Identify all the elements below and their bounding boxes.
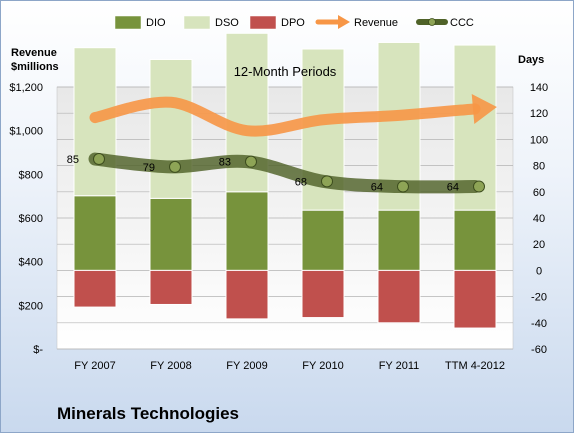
right-axis-tick-label: 40 [533, 213, 545, 225]
bar-dpo [453, 269, 497, 329]
chart-title: 12-Month Periods [234, 64, 337, 79]
axes: $- $200 $400 $600 $800 $1,000 $1,200 -60 -40 -20 0… [9, 82, 548, 372]
left-axis-tick-label: $600 [19, 213, 43, 225]
bar-dio [149, 197, 193, 271]
legend-swatch-dso [183, 15, 211, 30]
right-axis-tick-label: -60 [531, 344, 547, 356]
right-axis-tick-label: 60 [533, 187, 545, 199]
left-axis-tick-label: $1,000 [9, 126, 43, 138]
x-axis-tick-label: TTM 4-2012 [445, 360, 505, 372]
right-axis-tick-label: 140 [530, 82, 548, 94]
legend-ccc-marker [428, 18, 436, 26]
ccc-marker [169, 160, 181, 173]
left-axis-tick-label: $400 [19, 257, 43, 269]
legend-label-ccc: CCC [450, 17, 474, 29]
ccc-marker [397, 180, 409, 193]
right-axis-tick-label: 0 [536, 265, 542, 277]
x-axis-tick-label: FY 2007 [74, 360, 115, 372]
company-name: Minerals Technologies [57, 404, 240, 423]
bar-dio [301, 209, 345, 271]
bar-dpo [225, 269, 269, 320]
revenue-arrowhead [471, 94, 497, 124]
ccc-data-label: 68 [295, 176, 307, 188]
bar-dpo [301, 269, 345, 319]
legend-swatch-dio [114, 15, 142, 30]
ccc-line: 85 79 83 68 64 64 [67, 152, 485, 194]
ccc-marker [245, 155, 257, 168]
ccc-marker [473, 180, 485, 193]
ccc-data-label: 79 [143, 162, 155, 174]
left-axis-tick-label: $200 [19, 300, 43, 312]
legend-label-revenue: Revenue [354, 17, 398, 29]
bar-dio [453, 209, 497, 271]
bar-dio [225, 191, 269, 271]
right-axis-tick-label: -40 [531, 318, 547, 330]
left-axis-tick-label: $- [33, 344, 43, 356]
left-axis-label-line2: $millions [11, 61, 59, 73]
revenue-line [89, 96, 481, 137]
ccc-marker [321, 175, 333, 188]
bar-dpo [149, 269, 193, 305]
revenue-arrow [89, 94, 497, 137]
x-axis-tick-label: FY 2011 [379, 360, 420, 372]
x-axis-tick-label: FY 2008 [150, 360, 191, 372]
bars [73, 32, 497, 329]
ccc-data-label: 64 [371, 182, 383, 194]
legend-arrow-head [338, 15, 350, 29]
right-axis-tick-label: 100 [530, 134, 548, 146]
legend-label-dio: DIO [146, 17, 166, 29]
right-axis-tick-label: 20 [533, 239, 545, 251]
bar-dpo [377, 269, 421, 324]
ccc-data-label: 83 [219, 157, 231, 169]
left-axis-label-line1: Revenue [11, 47, 57, 59]
ccc-data-label: 64 [447, 182, 459, 194]
right-axis-tick-label: 80 [533, 161, 545, 173]
ccc-marker [93, 153, 105, 166]
left-axis-tick-label: $1,200 [9, 82, 43, 94]
x-axis-tick-label: FY 2009 [226, 360, 267, 372]
left-axis-tick-label: $800 [19, 169, 43, 181]
right-axis-tick-label: 120 [530, 108, 548, 120]
legend-label-dpo: DPO [281, 17, 305, 29]
ccc-data-label: 85 [67, 154, 79, 166]
right-axis-label: Days [518, 54, 544, 66]
legend: DIO DSO DPO Revenue CCC [114, 15, 474, 30]
legend-label-dso: DSO [215, 17, 239, 29]
bar-dso [149, 58, 193, 199]
bar-dio [73, 195, 117, 271]
bar-dio [377, 209, 421, 271]
gridlines [57, 86, 513, 350]
x-axis-tick-label: FY 2010 [302, 360, 343, 372]
legend-swatch-dpo [249, 15, 277, 30]
bar-dpo [73, 269, 117, 308]
right-axis-tick-label: -20 [531, 292, 547, 304]
